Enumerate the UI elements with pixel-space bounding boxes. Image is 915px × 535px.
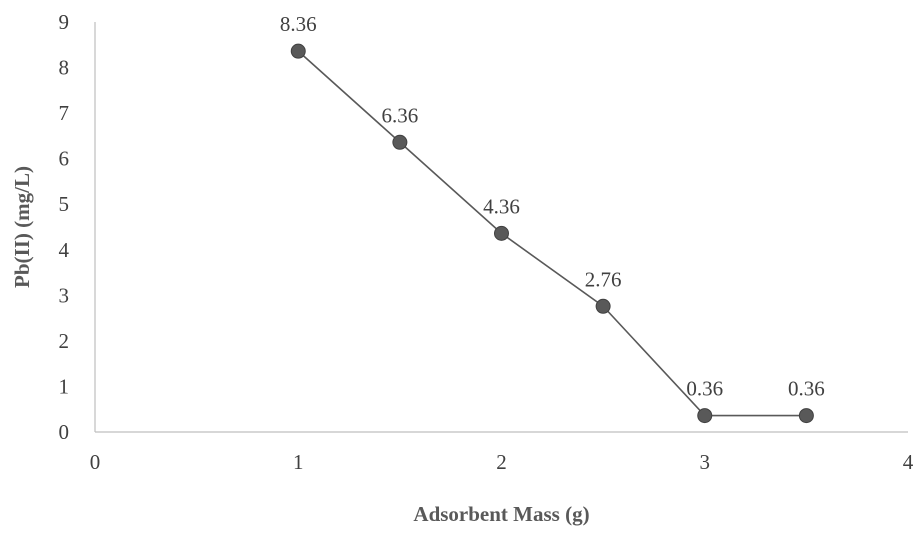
y-tick-label: 2 [59, 329, 70, 353]
data-label: 0.36 [788, 377, 825, 401]
data-point [494, 225, 509, 241]
y-tick-label: 9 [59, 10, 70, 34]
y-tick-label: 3 [59, 283, 70, 307]
x-tick-label: 2 [496, 450, 507, 474]
y-axis-title: Pb(II) (mg/L) [10, 166, 34, 288]
data-markers [290, 43, 814, 424]
y-tick-label: 5 [59, 192, 70, 216]
x-tick-label: 0 [90, 450, 101, 474]
y-tick-label: 8 [59, 56, 70, 80]
x-axis-title: Adsorbent Mass (g) [413, 502, 589, 526]
data-label: 2.76 [585, 267, 622, 291]
x-tick-label: 1 [293, 450, 304, 474]
y-tick-labels: 0 1 2 3 4 5 6 7 8 9 [59, 10, 70, 444]
x-tick-labels: 0 1 2 3 4 [90, 450, 914, 474]
data-label: 0.36 [686, 377, 723, 401]
series-line [297, 50, 807, 417]
x-tick-label: 3 [700, 450, 711, 474]
data-point [392, 134, 408, 150]
data-point [595, 298, 611, 314]
x-tick-label: 4 [903, 450, 914, 474]
data-point [290, 43, 306, 59]
data-label: 6.36 [382, 103, 419, 127]
data-point [697, 408, 713, 424]
y-tick-label: 1 [59, 374, 70, 398]
data-labels: 8.36 6.36 4.36 2.76 0.36 0.36 [280, 12, 825, 400]
y-tick-label: 4 [59, 238, 70, 262]
data-label: 4.36 [483, 194, 520, 218]
y-tick-label: 0 [59, 420, 70, 444]
y-tick-label: 7 [59, 101, 70, 125]
y-tick-label: 6 [59, 147, 70, 171]
data-point [798, 408, 814, 424]
data-label: 8.36 [280, 12, 317, 36]
